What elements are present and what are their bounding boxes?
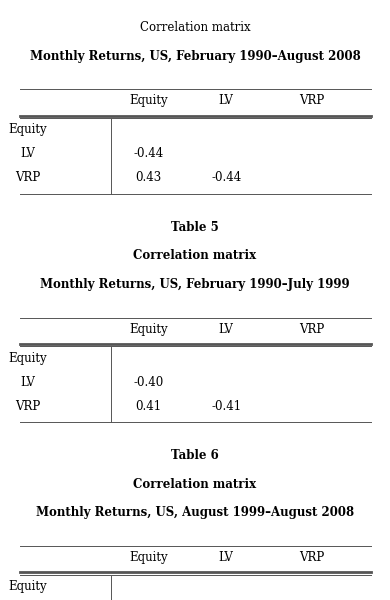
Text: Correlation matrix: Correlation matrix xyxy=(133,250,257,262)
Text: 0.41: 0.41 xyxy=(135,400,161,413)
Text: LV: LV xyxy=(20,376,35,389)
Text: VRP: VRP xyxy=(300,94,324,107)
Text: LV: LV xyxy=(219,323,234,335)
Text: Monthly Returns, US, February 1990–August 2008: Monthly Returns, US, February 1990–Augus… xyxy=(30,50,360,63)
Text: VRP: VRP xyxy=(15,400,40,413)
Text: Correlation matrix: Correlation matrix xyxy=(133,478,257,491)
Text: 0.43: 0.43 xyxy=(135,172,161,184)
Text: LV: LV xyxy=(219,94,234,107)
Text: -0.44: -0.44 xyxy=(133,148,163,160)
Text: LV: LV xyxy=(219,551,234,564)
Text: Equity: Equity xyxy=(8,352,47,365)
Text: -0.44: -0.44 xyxy=(211,172,241,184)
Text: Equity: Equity xyxy=(8,580,47,593)
Text: Monthly Returns, US, February 1990–July 1999: Monthly Returns, US, February 1990–July … xyxy=(40,278,350,291)
Text: Equity: Equity xyxy=(129,94,168,107)
Text: Equity: Equity xyxy=(129,551,168,564)
Text: Monthly Returns, US, August 1999–August 2008: Monthly Returns, US, August 1999–August … xyxy=(36,506,354,520)
Text: Equity: Equity xyxy=(8,124,47,136)
Text: -0.41: -0.41 xyxy=(211,400,241,413)
Text: VRP: VRP xyxy=(300,551,324,564)
Text: Table 5: Table 5 xyxy=(171,221,219,233)
Text: Equity: Equity xyxy=(129,323,168,335)
Text: Table 6: Table 6 xyxy=(171,449,219,462)
Text: -0.40: -0.40 xyxy=(133,376,163,389)
Text: VRP: VRP xyxy=(300,323,324,335)
Text: LV: LV xyxy=(20,148,35,160)
Text: VRP: VRP xyxy=(15,172,40,184)
Text: Correlation matrix: Correlation matrix xyxy=(140,21,250,34)
